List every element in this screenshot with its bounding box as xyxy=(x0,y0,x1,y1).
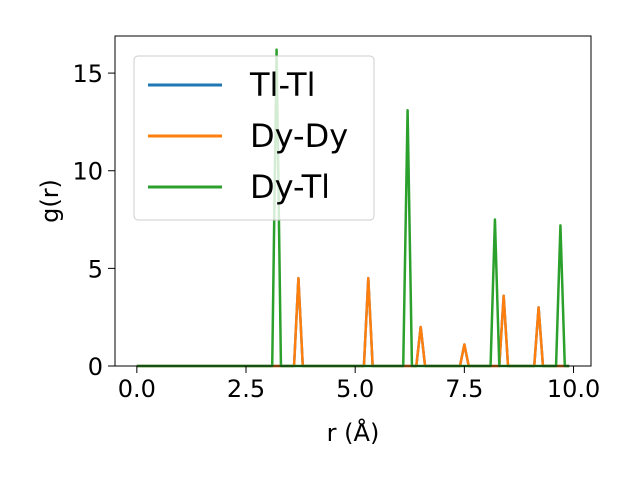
x-tick-label: 10.0 xyxy=(547,375,600,403)
legend-box xyxy=(133,55,375,221)
plot-frame xyxy=(114,35,592,367)
x-tick-label: 7.5 xyxy=(445,375,483,403)
x-axis-label: r (Å) xyxy=(327,418,380,447)
y-tick-label: 10 xyxy=(72,158,103,186)
legend-label-dy-tl: Dy-Tl xyxy=(250,168,330,206)
x-tick-label: 5.0 xyxy=(336,375,374,403)
x-axis-ticks: 0.0 2.5 5.0 7.5 10.0 xyxy=(118,366,600,403)
x-tick-label: 2.5 xyxy=(227,375,265,403)
y-axis-label: g(r) xyxy=(36,179,64,223)
y-tick-label: 5 xyxy=(88,255,103,283)
legend: Tl-Tl Dy-Dy Dy-Tl xyxy=(133,55,375,221)
legend-label-dy-dy: Dy-Dy xyxy=(250,117,348,155)
y-tick-label: 0 xyxy=(88,353,103,381)
series-line-dy-dy xyxy=(136,276,570,368)
y-axis-ticks: 0 5 10 15 xyxy=(72,60,115,381)
x-tick-label: 0.0 xyxy=(118,375,156,403)
y-tick-label: 15 xyxy=(72,60,103,88)
legend-label-tl-tl: Tl-Tl xyxy=(249,66,315,104)
